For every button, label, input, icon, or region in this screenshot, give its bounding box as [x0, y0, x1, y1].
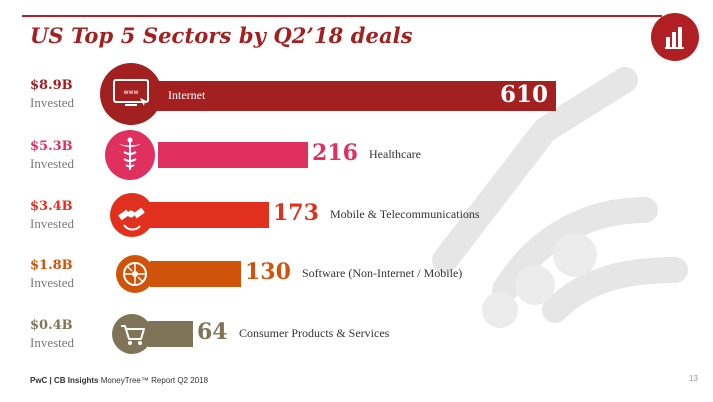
invested-label: Invested [30, 335, 75, 350]
bar [150, 261, 241, 287]
svg-text:www: www [124, 89, 139, 96]
sector-label: Healthcare [369, 147, 421, 161]
data-label: 610 [499, 81, 548, 108]
invested-value: $0.4B [30, 318, 73, 333]
invested-amount: $1.8B Invested [30, 257, 100, 291]
handshake-icon [432, 67, 688, 328]
invested-amount: $3.4B Invested [30, 198, 100, 232]
bar [158, 142, 308, 168]
disc-icon [116, 255, 154, 293]
sector-label: Consumer Products & Services [239, 326, 390, 340]
invested-label: Invested [30, 95, 75, 110]
shopping-cart-icon [112, 314, 152, 354]
sector-label: Internet [168, 88, 206, 102]
sector-label: Mobile & Telecommunications [330, 207, 480, 221]
invested-amount: $8.9B Invested [30, 77, 100, 111]
top-rule [22, 15, 662, 17]
data-label: 130 [245, 259, 291, 285]
data-label: 173 [273, 200, 319, 226]
bar [148, 202, 269, 228]
data-label: 216 [312, 140, 358, 166]
invested-value: $5.3B [30, 139, 73, 154]
chart-title: US Top 5 Sectors by Q2’18 deals [30, 23, 413, 48]
bar-chart-icon [651, 13, 699, 61]
sector-label: Software (Non-Internet / Mobile) [302, 266, 463, 280]
invested-label: Invested [30, 275, 75, 290]
bar [131, 81, 556, 111]
bar [148, 321, 193, 347]
data-label: 64 [197, 319, 228, 345]
invested-value: $3.4B [30, 199, 73, 214]
browser-www-icon: www [100, 63, 162, 125]
invested-label: Invested [30, 216, 75, 231]
footer-report: MoneyTree™ Report Q2 2018 [100, 376, 209, 385]
footer: PwC | CB Insights MoneyTree™ Report Q2 2… [30, 376, 208, 385]
invested-label: Invested [30, 156, 75, 171]
page-number: 13 [689, 374, 698, 383]
invested-value: $8.9B [30, 78, 73, 93]
invested-amount: $0.4B Invested [30, 317, 100, 351]
caduceus-icon [105, 130, 155, 180]
satellite-icon [110, 193, 154, 237]
invested-amount: $5.3B Invested [30, 138, 100, 172]
footer-brand: PwC | CB Insights [30, 376, 99, 385]
invested-value: $1.8B [30, 258, 73, 273]
